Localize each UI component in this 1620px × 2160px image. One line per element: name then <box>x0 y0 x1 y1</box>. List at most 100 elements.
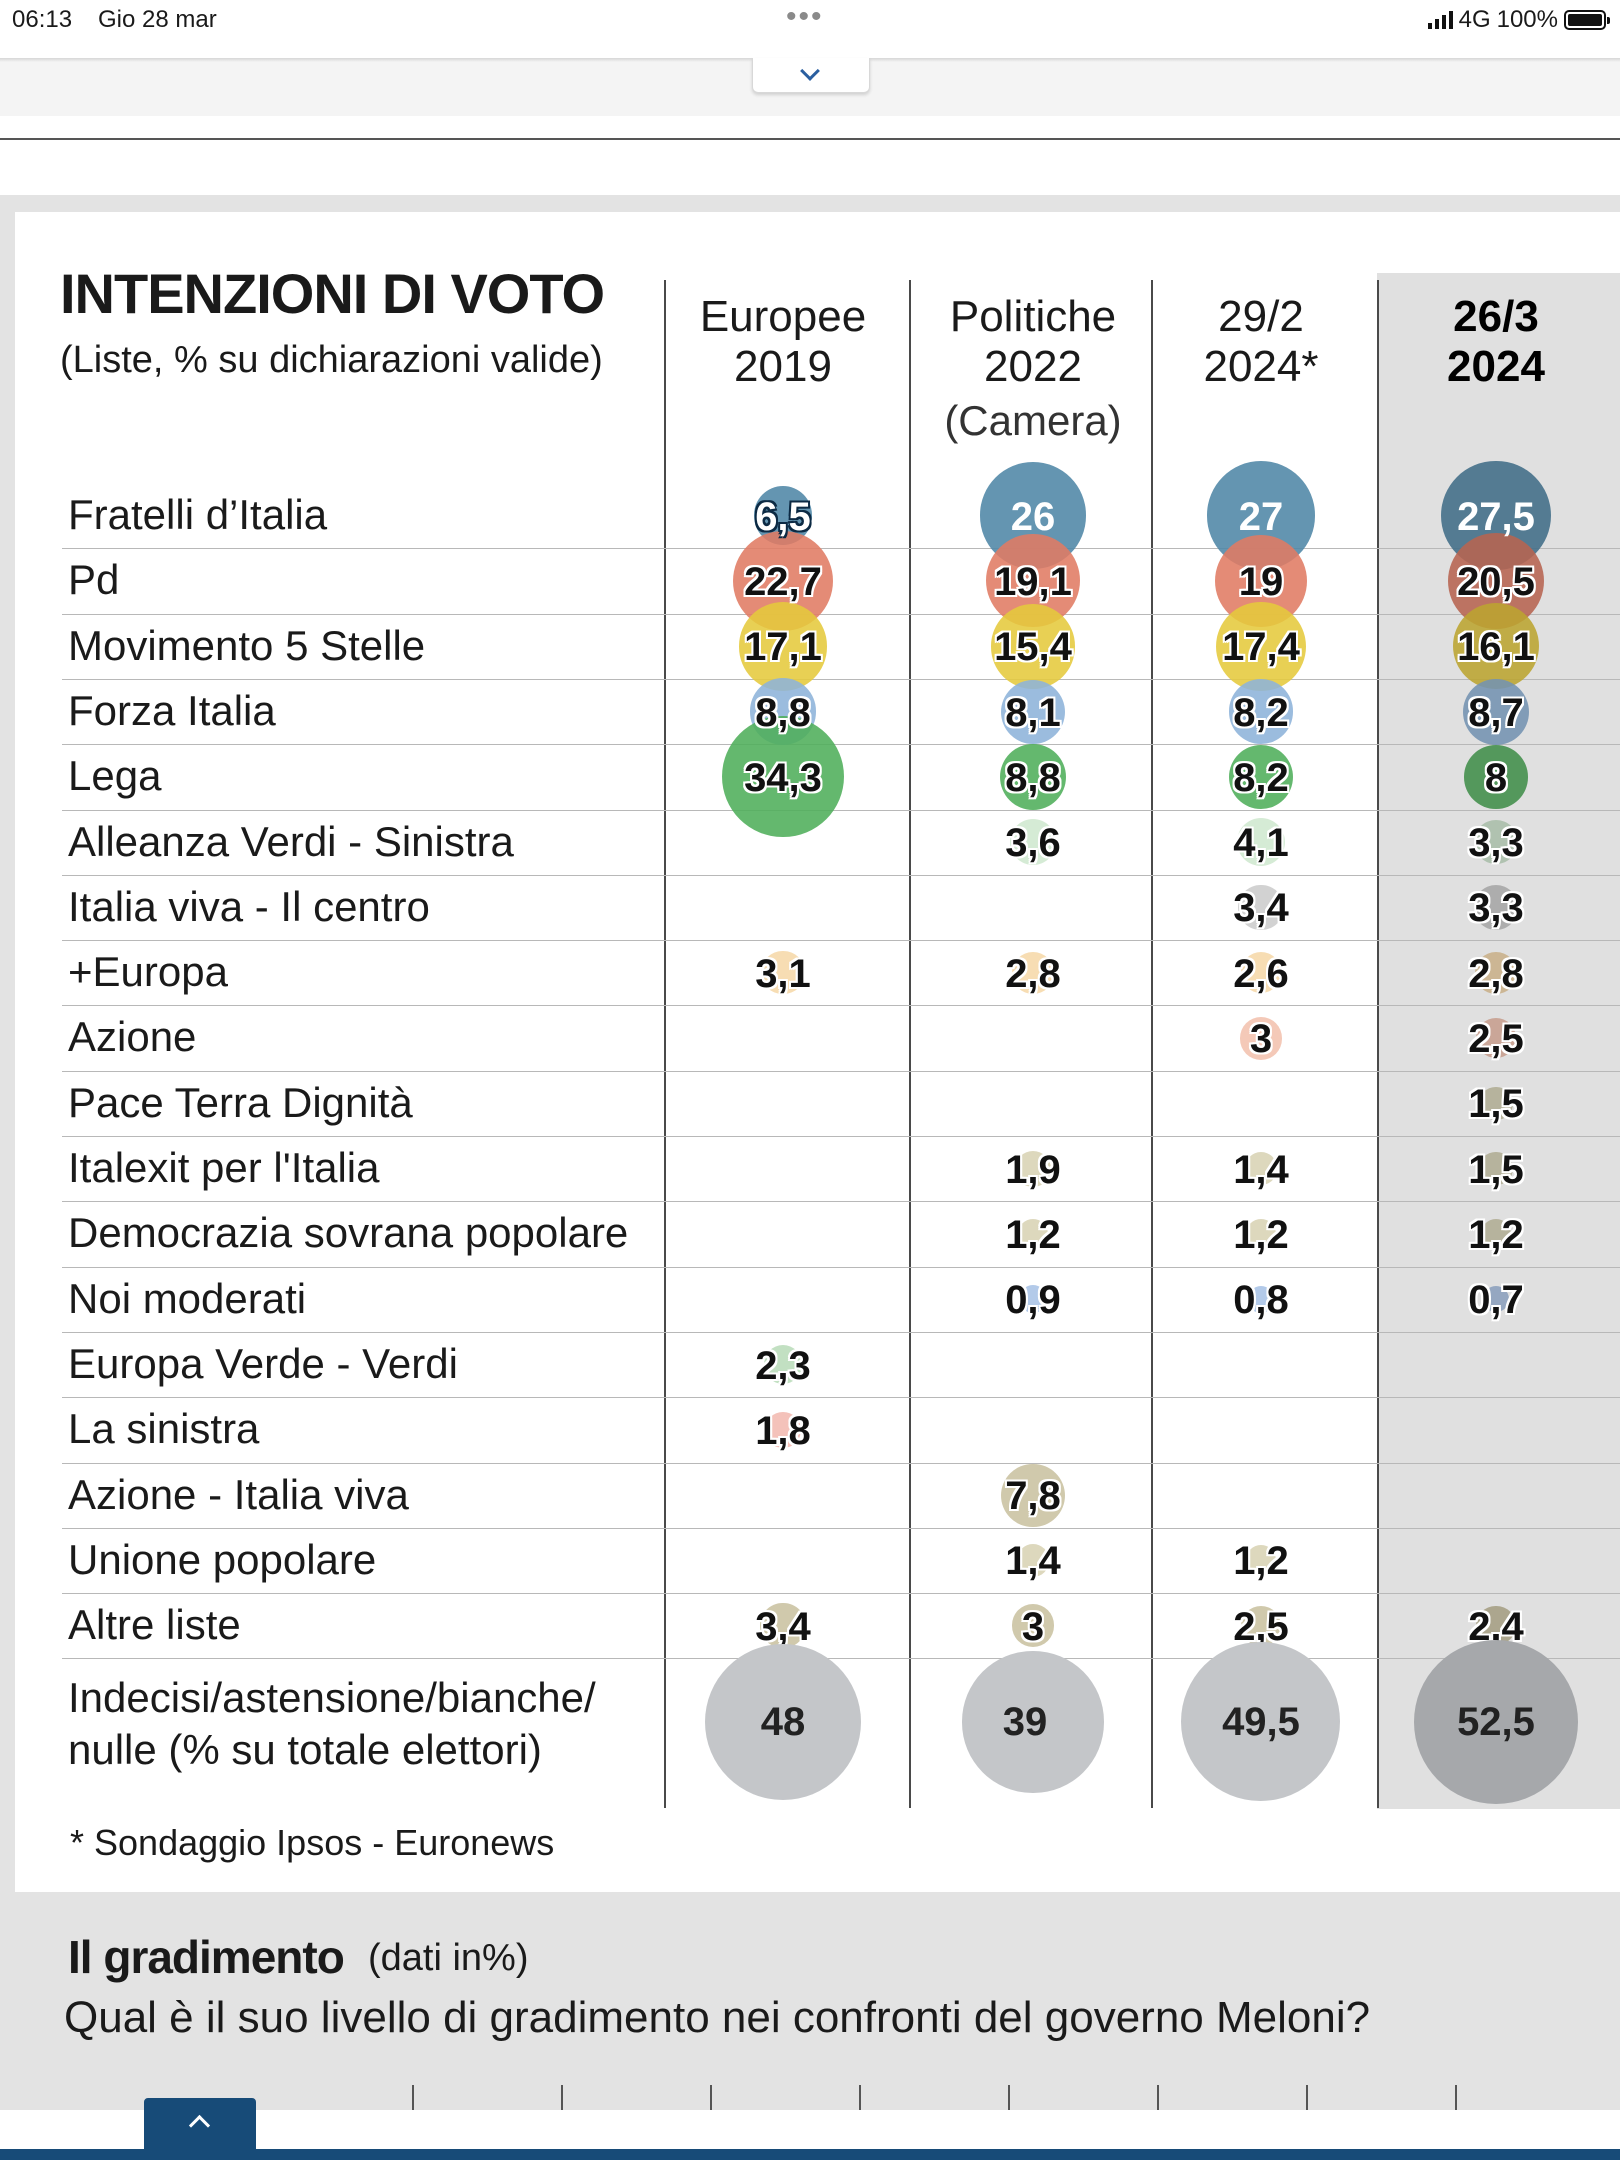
gradimento-tick-3 <box>710 2085 712 2111</box>
value-movimento-5-stelle-2: 15,4 <box>994 625 1072 670</box>
row-label-fratelli-d-italia: Fratelli d’Italia <box>68 491 328 538</box>
row-separator <box>62 1527 1620 1529</box>
bubble-europa-verde-verdi-1 <box>763 1345 803 1384</box>
value-azione-4: 2,5 <box>1468 1017 1524 1062</box>
value-forza-italia-1: 8,8 <box>755 690 811 735</box>
bubble-azione-4 <box>1475 1018 1516 1059</box>
row-separator <box>62 678 1620 680</box>
bubble-la-sinistra-1 <box>765 1412 801 1448</box>
value-alleanza-verdi-sinistra-3: 4,1 <box>1233 821 1289 866</box>
value-altre-liste-2: 3 <box>1021 1604 1045 1649</box>
value-europa-3: 2,6 <box>1233 951 1289 996</box>
bubble-italia-viva-il-centro-3 <box>1238 884 1284 930</box>
bubble-undecided-2 <box>962 1651 1104 1793</box>
bubble-undecided-4 <box>1414 1640 1578 1804</box>
gradimento-tick-8 <box>1455 2085 1457 2111</box>
row-separator <box>62 1462 1620 1464</box>
row-label-italexit-per-l-italia: Italexit per l'Italia <box>68 1144 380 1191</box>
row-separator <box>62 744 1620 746</box>
bubble-altre-liste-2 <box>1011 1604 1055 1648</box>
value-democrazia-sovrana-popolare-4: 1,2 <box>1468 1212 1524 1257</box>
value-italexit-per-l-italia-3: 1,4 <box>1233 1147 1289 1192</box>
bubble-italexit-per-l-italia-4 <box>1479 1152 1513 1186</box>
network-type: 4G <box>1458 6 1491 33</box>
row-label-forza-italia: Forza Italia <box>68 686 276 734</box>
status-date: Gio 28 mar <box>98 6 217 33</box>
chart-title: INTENZIONI DI VOTO <box>60 262 605 325</box>
bubble-pace-terra-dignita-4 <box>1479 1086 1513 1120</box>
column-separator-3 <box>1151 280 1153 1808</box>
status-indicators: 4G 100% <box>1427 6 1610 34</box>
row-label-lega: Lega <box>68 752 162 800</box>
battery-percent: 100% <box>1496 6 1558 33</box>
row-label-la-sinistra: La sinistra <box>68 1405 260 1453</box>
divider <box>0 138 1620 140</box>
value-undecided-1: 48 <box>760 1700 806 1744</box>
bubble-lega-3 <box>1228 744 1294 810</box>
bubble-italia-viva-il-centro-4 <box>1473 885 1519 930</box>
value-undecided-4: 52,5 <box>1457 1700 1535 1744</box>
value-lega-4: 8 <box>1484 755 1508 800</box>
value-undecided-3: 49,5 <box>1222 1700 1300 1744</box>
value-europa-4: 2,8 <box>1468 951 1524 996</box>
value-lega-1: 34,3 <box>744 755 822 800</box>
bubble-movimento-5-stelle-2 <box>990 603 1076 689</box>
gradimento-title: Il gradimento <box>68 1931 345 1983</box>
bubble-altre-liste-1 <box>760 1603 806 1649</box>
bubble-europa-3 <box>1240 952 1282 994</box>
row-separator <box>62 1593 1620 1595</box>
cellular-signal-icon <box>1427 11 1453 29</box>
row-separator <box>62 940 1620 942</box>
value-europa-verde-verdi-1: 2,3 <box>755 1343 811 1388</box>
bubble-noi-moderati-3 <box>1247 1285 1275 1313</box>
value-noi-moderati-3: 0,8 <box>1233 1278 1289 1323</box>
row-separator <box>62 1658 1620 1660</box>
value-undecided-2: 39 <box>1002 1700 1048 1744</box>
value-italia-viva-il-centro-3: 3,4 <box>1233 886 1289 931</box>
bubble-alleanza-verdi-sinistra-2 <box>1009 819 1057 866</box>
value-europa-1: 3,1 <box>755 951 811 996</box>
row-label-alleanza-verdi-sinistra: Alleanza Verdi - Sinistra <box>68 817 514 865</box>
column-header-4: 26/3 2024 <box>1447 292 1545 391</box>
bubble-lega-2 <box>999 743 1067 811</box>
value-movimento-5-stelle-1: 17,1 <box>744 625 822 670</box>
bubble-azione-italia-viva-2 <box>1001 1463 1065 1527</box>
value-movimento-5-stelle-4: 16,1 <box>1457 625 1535 670</box>
row-label-europa-verde-verdi: Europa Verde - Verdi <box>68 1339 458 1387</box>
row-separator <box>62 874 1620 876</box>
chevron-down-icon <box>800 61 820 81</box>
value-unione-popolare-3: 1,2 <box>1233 1539 1289 1584</box>
bubble-noi-moderati-2 <box>1018 1285 1047 1314</box>
gradimento-tick-5 <box>1008 2085 1010 2111</box>
column-subheader-2: (Camera) <box>944 397 1122 444</box>
status-time: 06:13 <box>12 6 73 33</box>
infographic-card <box>15 212 1620 1892</box>
value-pace-terra-dignita-4: 1,5 <box>1468 1082 1524 1127</box>
bubble-undecided-1 <box>704 1643 862 1801</box>
row-separator <box>62 1070 1620 1072</box>
value-pd-2: 19,1 <box>994 559 1072 604</box>
footnote: * Sondaggio Ipsos - Euronews <box>70 1822 555 1863</box>
value-pd-1: 22,7 <box>744 559 822 604</box>
bubble-forza-italia-3 <box>1228 679 1294 744</box>
multitasking-dots-icon[interactable]: ••• <box>786 0 824 33</box>
bubble-italexit-per-l-italia-2 <box>1014 1150 1052 1187</box>
gradimento-tick-2 <box>561 2085 563 2111</box>
value-noi-moderati-4: 0,7 <box>1468 1278 1524 1323</box>
gradimento-tick-1 <box>412 2085 414 2111</box>
bubble-azione-3 <box>1239 1016 1283 1060</box>
value-italia-viva-il-centro-4: 3,3 <box>1468 886 1524 931</box>
value-la-sinistra-1: 1,8 <box>755 1408 811 1453</box>
value-fratelli-d-italia-1: 6,5 <box>755 494 811 539</box>
row-label-democrazia-sovrana-popolare: Democrazia sovrana popolare <box>68 1209 629 1257</box>
value-fratelli-d-italia-2: 26 <box>1010 494 1056 539</box>
battery-icon <box>1564 10 1610 30</box>
bubble-europa-4 <box>1475 951 1517 994</box>
row-label-unione-popolare: Unione popolare <box>68 1535 377 1583</box>
pull-down-tab[interactable] <box>752 58 870 93</box>
value-movimento-5-stelle-3: 17,4 <box>1222 625 1300 670</box>
bubble-lega-1 <box>722 716 844 838</box>
bubble-unione-popolare-3 <box>1245 1545 1277 1576</box>
row-separator <box>62 809 1620 811</box>
bubble-democrazia-sovrana-popolare-2 <box>1017 1218 1049 1250</box>
